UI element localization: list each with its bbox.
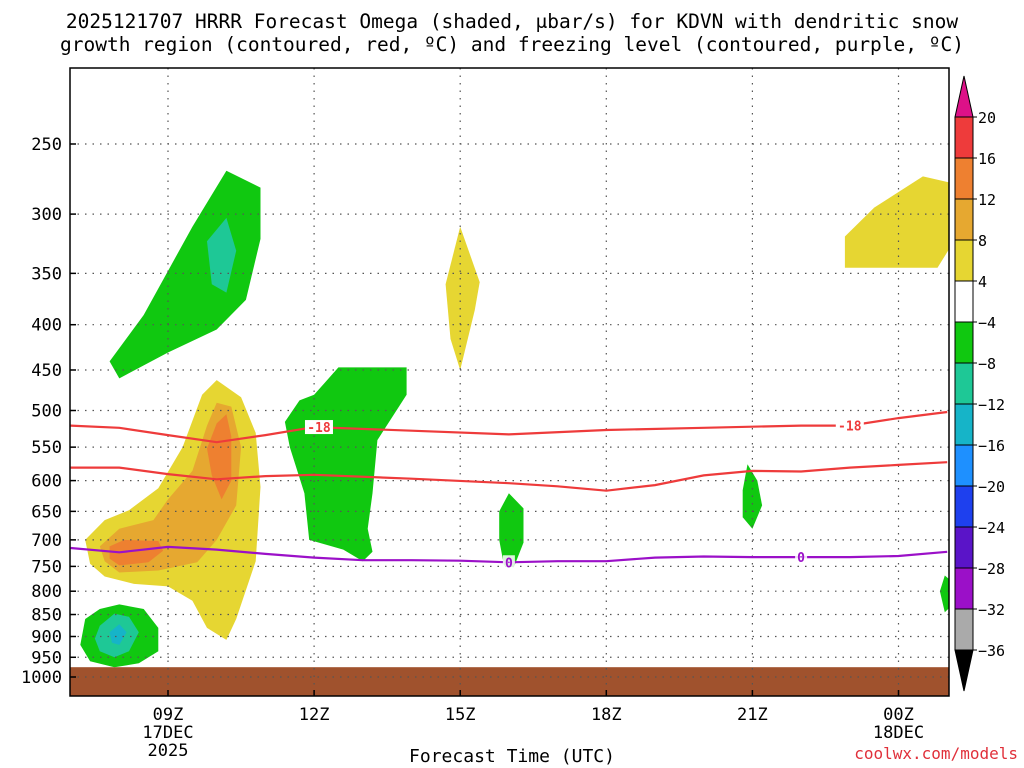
colorbar-top-arrow (954, 75, 974, 118)
terrain-band (70, 667, 949, 696)
x-tick-year-09Z: 2025 (148, 741, 189, 761)
y-tick-label-350: 350 (31, 264, 62, 284)
colorbar-label-1: 16 (978, 150, 996, 168)
omega-region-10 (445, 226, 480, 370)
colorbar-bin-9 (954, 485, 974, 528)
dendritic-label-0-0: -18 (307, 421, 331, 436)
colorbar-label-10: −24 (978, 519, 1005, 537)
colorbar-label-7: −12 (978, 396, 1005, 414)
credit-link[interactable]: coolwx.com/models (854, 744, 1018, 763)
y-tick-label-850: 850 (31, 606, 62, 626)
colorbar-bin-4 (954, 280, 974, 323)
colorbar-bin-5 (954, 321, 974, 364)
y-tick-label-950: 950 (31, 648, 62, 668)
y-tick-label-400: 400 (31, 316, 62, 336)
omega-region-3 (99, 402, 242, 573)
colorbar-bin-7 (954, 403, 974, 446)
colorbar-label-11: −28 (978, 560, 1005, 578)
dendritic-label-0-1: -18 (838, 420, 862, 435)
x-tick-label-18Z: 18Z (591, 705, 622, 725)
y-tick-label-750: 750 (31, 557, 62, 577)
colorbar-label-9: −20 (978, 478, 1005, 496)
plot-frame (69, 67, 950, 697)
colorbar-bottom-arrow (954, 649, 974, 692)
omega-region-4 (109, 539, 164, 566)
y-tick-label-300: 300 (31, 205, 62, 225)
chart-title-line-2: growth region (contoured, red, ºC) and f… (60, 33, 964, 56)
colorbar-label-2: 12 (978, 191, 996, 209)
y-tick-label-600: 600 (31, 472, 62, 492)
omega-region-0 (109, 170, 261, 379)
colorbar-label-0: 20 (978, 109, 996, 127)
y-tick-label-900: 900 (31, 627, 62, 647)
dendritic-contour-1 (70, 461, 948, 492)
y-tick-label-1000: 1000 (21, 668, 62, 688)
y-tick-label-450: 450 (31, 361, 62, 381)
colorbar-legend: 20 16 12 8 4 −4 −8 −12 −16 −20 −24 −28 −32 −36 (954, 75, 1005, 692)
colorbar-bin-6 (954, 362, 974, 405)
chart-title-line-1: 2025121707 HRRR Forecast Omega (shaded, … (65, 10, 959, 33)
colorbar-bin-3 (954, 239, 974, 282)
omega-region-13 (844, 176, 949, 268)
x-axis-label: Forecast Time (UTC) (409, 746, 615, 767)
colorbar-label-12: −32 (978, 601, 1005, 619)
colorbar-label-4: 4 (978, 273, 987, 291)
y-tick-label-800: 800 (31, 582, 62, 602)
colorbar-bin-0 (954, 116, 974, 159)
colorbar-label-5: −4 (978, 314, 996, 332)
x-tick-label-15Z: 15Z (445, 705, 476, 725)
y-tick-label-550: 550 (31, 438, 62, 458)
omega-shading (80, 170, 949, 668)
omega-region-9 (284, 367, 407, 562)
dendritic-label-bg-0-0 (304, 420, 333, 435)
y-tick-label-650: 650 (31, 502, 62, 522)
terrain-layer (70, 667, 949, 696)
x-tick-label-09Z: 09Z (153, 705, 184, 725)
colorbar-label-3: 8 (978, 232, 987, 250)
colorbar-label-8: −16 (978, 437, 1005, 455)
x-tick-label-12Z: 12Z (299, 705, 330, 725)
colorbar-label-13: −36 (978, 642, 1005, 660)
dendritic-label-bg-0-1 (835, 418, 864, 433)
colorbar-bin-1 (954, 157, 974, 200)
colorbar-bin-11 (954, 567, 974, 610)
x-tick-label-21Z: 21Z (737, 705, 768, 725)
omega-region-14 (939, 575, 949, 613)
colorbar-label-6: −8 (978, 355, 996, 373)
colorbar-bin-2 (954, 198, 974, 241)
freezing-label-bg-0 (502, 555, 515, 570)
y-axis: 2503003504004505005506006507007508008509… (21, 135, 76, 688)
x-tick-label-00Z: 00Z (883, 705, 914, 725)
colorbar-bin-12 (954, 608, 974, 651)
colorbar-bin-8 (954, 444, 974, 487)
contour-lines: -18 -18 0 0 (70, 410, 948, 571)
omega-region-8 (109, 624, 127, 645)
y-tick-label-500: 500 (31, 402, 62, 422)
y-tick-label-700: 700 (31, 531, 62, 551)
freezing-label-0: 0 (505, 556, 513, 571)
x-tick-date-00Z: 18DEC (873, 723, 924, 743)
freezing-label-bg-1 (795, 550, 808, 565)
y-tick-label-250: 250 (31, 135, 62, 155)
freezing-label-1: 0 (797, 551, 805, 566)
colorbar-bin-10 (954, 526, 974, 569)
x-tick-date-09Z: 17DEC (142, 723, 193, 743)
